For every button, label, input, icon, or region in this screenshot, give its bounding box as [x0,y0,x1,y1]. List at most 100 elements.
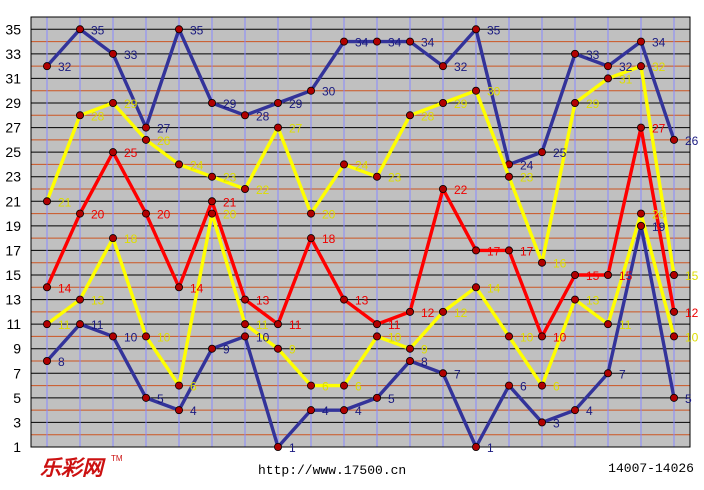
series-4-point [306,381,315,390]
series-2-data-label: 24 [355,158,369,172]
series-2-point [471,86,480,95]
series-5-point [438,369,447,378]
series-5-data-label: 6 [520,380,527,394]
series-4-data-label: 10 [520,330,534,344]
series-5-data-label: 5 [157,392,164,406]
series-5-point [637,221,646,230]
series-4-point [339,381,348,390]
series-5-point [273,442,282,451]
series-2-point [604,74,613,83]
series-3-point [405,307,414,316]
series-3-data-label: 13 [355,294,369,308]
series-5-data-label: 3 [553,416,560,430]
series-4-point [604,320,613,329]
series-4-data-label: 11 [58,318,71,332]
series-3-point [438,184,447,193]
y-tick-label: 21 [5,193,21,209]
series-1-point [438,62,447,71]
series-4-data-label: 9 [421,343,428,357]
series-2-data-label: 15 [685,269,699,283]
series-4-data-label: 6 [553,380,560,394]
series-2-point [637,62,646,71]
series-4-point [207,209,216,218]
series-1-data-label: 26 [685,134,699,148]
series-5-point [174,406,183,415]
series-1-point [538,148,547,157]
series-4-data-label: 9 [289,343,296,357]
series-1-data-label: 32 [619,60,633,74]
series-4-point [141,332,150,341]
series-1-point [76,25,85,34]
series-5-data-label: 5 [685,392,692,406]
series-3-point [141,209,150,218]
series-4-data-label: 10 [388,330,402,344]
series-1-point [471,25,480,34]
series-2-point [109,99,118,108]
series-4-data-label: 20 [223,208,237,222]
series-3-point [43,283,52,292]
series-3-point [306,234,315,243]
series-2-data-label: 32 [652,60,666,74]
series-2-data-label: 23 [388,171,402,185]
series-2-point [273,123,282,132]
series-4-data-label: 10 [685,330,699,344]
series-3-point [76,209,85,218]
series-3-data-label: 12 [421,306,435,320]
logo-text: 乐彩网 [40,455,106,480]
series-2-data-label: 20 [322,208,336,222]
series-1-point [604,62,613,71]
series-5-point [43,356,52,365]
y-tick-label: 5 [13,390,21,406]
series-4-point [538,381,547,390]
series-2-data-label: 26 [157,134,171,148]
series-5-data-label: 4 [190,404,197,418]
series-4-point [637,209,646,218]
series-3-data-label: 10 [553,330,567,344]
series-1-point [109,49,118,58]
series-5-data-label: 5 [388,392,395,406]
series-1-data-label: 29 [223,97,237,111]
series-3-point [504,246,513,255]
series-2-data-label: 16 [553,257,567,271]
series-2-data-label: 24 [190,158,204,172]
series-3-data-label: 17 [520,244,534,258]
series-4-point [43,320,52,329]
series-2-point [339,160,348,169]
y-tick-label: 35 [5,21,21,37]
series-5-point [405,356,414,365]
series-4-data-label: 6 [190,380,197,394]
series-4-data-label: 11 [256,318,269,332]
series-5-data-label: 1 [289,441,296,455]
series-4-data-label: 6 [355,380,362,394]
y-tick-label: 27 [5,120,21,136]
y-tick-label: 33 [5,46,21,62]
series-4-point [471,283,480,292]
series-4-data-label: 11 [619,318,632,332]
series-1-point [306,86,315,95]
series-2-point [141,135,150,144]
series-3-data-label: 22 [454,183,468,197]
series-3-point [372,320,381,329]
series-1-data-label: 32 [454,60,468,74]
series-2-point [76,111,85,120]
series-5-point [76,320,85,329]
y-tick-label: 19 [5,218,21,234]
series-2-data-label: 22 [256,183,270,197]
y-tick-label: 7 [13,365,21,381]
series-4-point [405,344,414,353]
series-4-data-label: 20 [652,208,666,222]
series-1-point [273,99,282,108]
series-4-data-label: 13 [91,294,105,308]
series-5-point [109,332,118,341]
series-line-5 [45,224,676,449]
site-url: http://www.17500.cn [258,463,406,478]
series-3-data-label: 15 [619,269,633,283]
y-tick-label: 11 [6,316,21,332]
series-2-point [571,99,580,108]
series-3-data-label: 27 [652,122,666,136]
series-1-point [43,62,52,71]
plot-area [31,17,690,447]
y-tick-label: 17 [5,242,21,258]
